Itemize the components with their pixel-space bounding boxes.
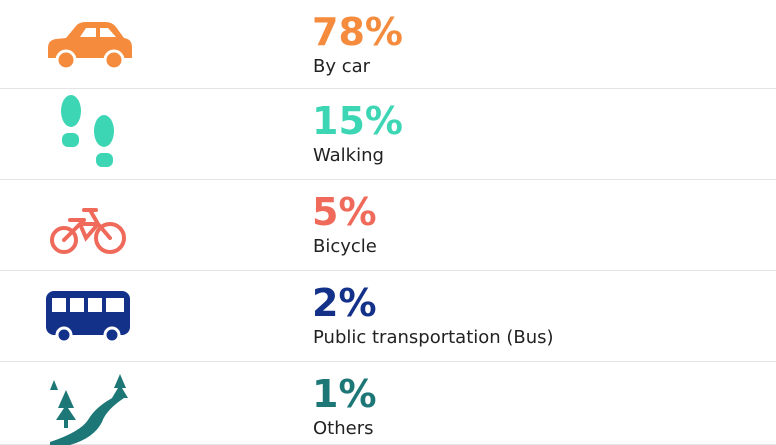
label: Bicycle <box>313 236 377 257</box>
row: 5% Bicycle <box>0 180 776 271</box>
road-icon <box>50 374 128 445</box>
percent: 78% <box>312 10 403 54</box>
percent: 5% <box>312 190 377 234</box>
bus-icon <box>46 291 130 344</box>
percent: 2% <box>312 281 377 325</box>
label: Others <box>313 418 374 439</box>
percent: 15% <box>312 99 403 143</box>
label: By car <box>313 56 371 77</box>
row: 78% By car <box>0 0 776 89</box>
footprints-icon <box>61 95 114 167</box>
row: 15% Walking <box>0 89 776 180</box>
percent: 1% <box>312 372 377 416</box>
row: 1% Others <box>0 362 776 445</box>
car-icon <box>48 22 132 71</box>
row: 2% Public transportation (Bus) <box>0 271 776 362</box>
label: Walking <box>313 145 384 166</box>
bicycle-icon <box>50 208 126 254</box>
label: Public transportation (Bus) <box>313 327 554 348</box>
